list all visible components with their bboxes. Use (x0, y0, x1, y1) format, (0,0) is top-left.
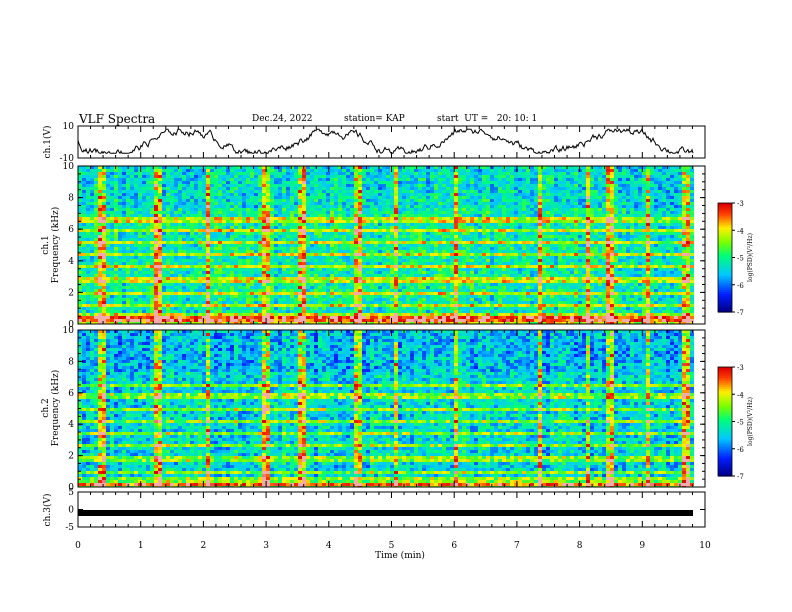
xaxis-label: Time (min) (375, 550, 425, 561)
ch1-spectrogram-ylabel-frequency: Frequency (kHz) (50, 207, 61, 284)
xtick-label-1: 1 (138, 541, 144, 551)
ch1-colorbar-label: log(PSD)(V²/Hz) (747, 233, 754, 282)
ch2-spectrogram-ytick-8: 8 (68, 357, 74, 367)
ch1-waveform-ylabel: ch.1(V) (42, 126, 53, 159)
ch1-spectrogram-ylabel-channel: ch.1 (41, 235, 51, 254)
xtick-label-9: 9 (639, 541, 645, 551)
ch1-colorbar-tick--3: -3 (737, 200, 744, 208)
ch2-colorbar-tick--5: -5 (737, 419, 744, 427)
ch1-waveform-line (78, 129, 693, 153)
ch3-waveform-ytick-5: 5 (68, 488, 74, 498)
ch2-spectrogram-ytick-6: 6 (68, 389, 74, 399)
ch1-colorbar-tick--4: -4 (737, 227, 744, 235)
ch1-colorbar-tick--6: -6 (737, 282, 744, 290)
ch2-spectrogram-image (78, 330, 694, 487)
ch2-colorbar-tick--3: -3 (737, 364, 744, 372)
ch3-waveform-ytick--5: -5 (65, 523, 74, 533)
xtick-label-4: 4 (326, 541, 332, 551)
xtick-label-5: 5 (389, 541, 395, 551)
ch2-spectrogram-ylabel-channel: ch.2 (41, 398, 51, 417)
xtick-label-6: 6 (451, 541, 457, 551)
ch1-spectrogram-image (78, 166, 694, 324)
ch2-colorbar-tick--6: -6 (737, 446, 744, 454)
ch2-spectrogram-ytick-4: 4 (68, 420, 74, 430)
ch1-spectrogram-ytick-6: 6 (68, 225, 74, 235)
ch1-waveform-ytick-10: 10 (63, 122, 75, 132)
xtick-label-8: 8 (577, 541, 583, 551)
ch1-spectrogram-ytick-10: 10 (63, 162, 75, 172)
xtick-label-7: 7 (514, 541, 520, 551)
ch1-spectrogram-ytick-4: 4 (68, 257, 74, 267)
xtick-label-0: 0 (75, 541, 81, 551)
ch1-colorbar-tick--5: -5 (737, 255, 744, 263)
ch1-spectrogram-ytick-2: 2 (68, 288, 74, 298)
ch3-waveform-line (78, 510, 693, 516)
xtick-label-10: 10 (699, 541, 711, 551)
ch2-colorbar-tick--4: -4 (737, 391, 744, 399)
ch3-waveform-ylabel: ch.3(V) (42, 494, 53, 527)
ch2-colorbar-label: log(PSD)(V²/Hz) (747, 397, 754, 446)
ch2-spectrogram-ytick-10: 10 (63, 326, 75, 336)
ch1-colorbar-tick--7: -7 (737, 309, 744, 317)
xtick-label-2: 2 (201, 541, 207, 551)
ch3-waveform-ytick-0: 0 (68, 506, 74, 516)
ch2-colorbar-tick--7: -7 (737, 473, 744, 481)
ch2-spectrogram-ylabel-frequency: Frequency (kHz) (50, 370, 61, 447)
vlf-spectra-figure: 10-100246810024681050-50 1 2 3 4 5 6 7 8 9 10Time … (0, 0, 792, 612)
xtick-label-3: 3 (263, 541, 269, 551)
ch2-spectrogram-ytick-2: 2 (68, 452, 74, 462)
ch1-spectrogram-ytick-8: 8 (68, 194, 74, 204)
